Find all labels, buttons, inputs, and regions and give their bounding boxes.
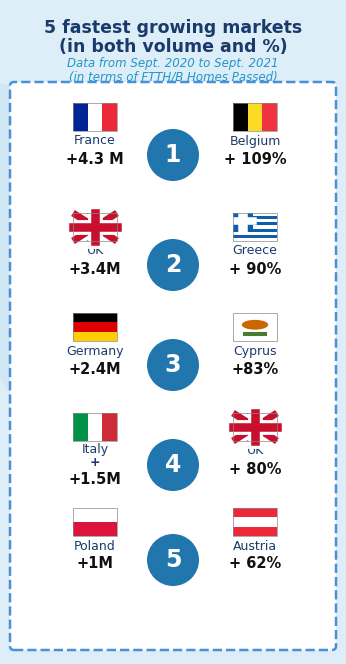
Circle shape: [147, 339, 199, 391]
Text: Austria: Austria: [233, 539, 277, 552]
Bar: [233, 103, 248, 131]
Bar: [233, 222, 277, 226]
Text: Italy: Italy: [81, 442, 109, 456]
Bar: [73, 413, 88, 441]
FancyBboxPatch shape: [10, 82, 336, 650]
Ellipse shape: [242, 320, 268, 329]
Bar: [233, 226, 277, 228]
Text: 4: 4: [165, 453, 181, 477]
Bar: [233, 216, 277, 219]
Bar: [233, 527, 277, 536]
Bar: [73, 522, 117, 536]
Bar: [233, 517, 277, 527]
Text: 2: 2: [165, 253, 181, 277]
Bar: [73, 313, 117, 341]
Text: +1.5M: +1.5M: [69, 471, 121, 487]
Bar: [233, 213, 253, 228]
Text: +83%: +83%: [231, 361, 279, 376]
Text: +2.4M: +2.4M: [69, 361, 121, 376]
Text: 5 fastest growing markets: 5 fastest growing markets: [44, 19, 302, 37]
Text: Germany: Germany: [66, 345, 124, 357]
Circle shape: [147, 439, 199, 491]
Bar: [233, 232, 277, 235]
Text: Belgium: Belgium: [229, 135, 281, 147]
Text: UK: UK: [86, 244, 103, 258]
Text: France: France: [74, 135, 116, 147]
Bar: [73, 508, 117, 522]
Text: Poland: Poland: [74, 539, 116, 552]
Bar: [73, 322, 117, 331]
Text: 1: 1: [165, 143, 181, 167]
Text: 3: 3: [165, 353, 181, 377]
Text: + 80%: + 80%: [229, 461, 281, 477]
Text: +: +: [90, 457, 100, 469]
Bar: [233, 219, 277, 222]
Circle shape: [147, 534, 199, 586]
Bar: [73, 103, 117, 131]
Bar: [233, 213, 277, 241]
Bar: [73, 213, 117, 241]
Bar: [233, 508, 277, 536]
Bar: [248, 103, 262, 131]
Bar: [73, 508, 117, 536]
Bar: [73, 413, 117, 441]
Bar: [73, 313, 117, 322]
Circle shape: [147, 129, 199, 181]
Bar: [88, 413, 102, 441]
Bar: [233, 213, 277, 216]
Bar: [233, 238, 277, 241]
Bar: [88, 103, 102, 131]
Text: UK: UK: [246, 444, 264, 457]
Bar: [262, 103, 277, 131]
Bar: [233, 413, 277, 441]
Bar: [233, 213, 277, 241]
Bar: [233, 313, 277, 341]
Text: +3.4M: +3.4M: [69, 262, 121, 276]
Bar: [73, 213, 117, 241]
Bar: [73, 331, 117, 341]
Bar: [233, 508, 277, 517]
Text: Greece: Greece: [233, 244, 277, 258]
Bar: [233, 413, 277, 441]
Text: + 62%: + 62%: [229, 556, 281, 572]
Text: + 90%: + 90%: [229, 262, 281, 276]
Text: (in terms of FTTH/B Homes Passed): (in terms of FTTH/B Homes Passed): [69, 71, 277, 84]
Text: 5: 5: [165, 548, 181, 572]
Bar: [233, 103, 277, 131]
Text: +4.3 M: +4.3 M: [66, 151, 124, 167]
Bar: [73, 103, 88, 131]
Text: (in both volume and %): (in both volume and %): [59, 38, 287, 56]
Circle shape: [147, 239, 199, 291]
Bar: [102, 103, 117, 131]
Text: +1M: +1M: [76, 556, 113, 572]
Bar: [233, 235, 277, 238]
Bar: [233, 228, 277, 232]
Ellipse shape: [0, 82, 251, 546]
Bar: [102, 413, 117, 441]
Text: Data from Sept. 2020 to Sept. 2021: Data from Sept. 2020 to Sept. 2021: [67, 57, 279, 70]
Text: + 109%: + 109%: [224, 151, 286, 167]
Text: Cyprus: Cyprus: [233, 345, 277, 357]
